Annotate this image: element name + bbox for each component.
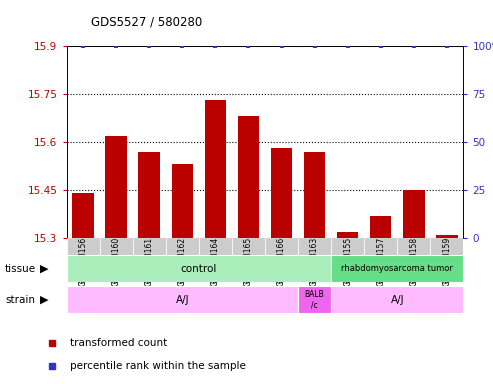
- Bar: [331, 255, 463, 282]
- Bar: [139, 152, 160, 238]
- Text: GDS5527 / 580280: GDS5527 / 580280: [91, 16, 203, 29]
- Bar: [397, 238, 430, 282]
- Bar: [67, 286, 298, 313]
- Text: GSM738160: GSM738160: [111, 237, 121, 283]
- Text: GSM738166: GSM738166: [277, 237, 286, 283]
- Bar: [298, 238, 331, 282]
- Text: control: control: [180, 264, 217, 274]
- Text: GSM738161: GSM738161: [145, 237, 154, 283]
- Bar: [331, 286, 463, 313]
- Bar: [199, 238, 232, 282]
- Bar: [265, 238, 298, 282]
- Bar: [337, 232, 358, 238]
- Bar: [72, 193, 94, 238]
- Text: GSM738162: GSM738162: [178, 237, 187, 283]
- Text: A/J: A/J: [390, 295, 404, 305]
- Text: rhabdomyosarcoma tumor: rhabdomyosarcoma tumor: [341, 264, 453, 273]
- Bar: [430, 238, 463, 282]
- Bar: [67, 238, 100, 282]
- Text: GSM738164: GSM738164: [211, 237, 220, 283]
- Bar: [133, 238, 166, 282]
- Text: ▶: ▶: [40, 295, 49, 305]
- Bar: [298, 286, 331, 313]
- Bar: [106, 136, 127, 238]
- Bar: [166, 238, 199, 282]
- Text: ▶: ▶: [40, 264, 49, 274]
- Text: strain: strain: [5, 295, 35, 305]
- Bar: [172, 164, 193, 238]
- Bar: [232, 238, 265, 282]
- Text: BALB
/c: BALB /c: [305, 290, 324, 309]
- Text: GSM738156: GSM738156: [78, 237, 88, 283]
- Text: transformed count: transformed count: [70, 338, 167, 348]
- Bar: [100, 238, 133, 282]
- Text: GSM738165: GSM738165: [244, 237, 253, 283]
- Bar: [238, 116, 259, 238]
- Bar: [436, 235, 458, 238]
- Text: GSM738158: GSM738158: [409, 237, 419, 283]
- Text: GSM738157: GSM738157: [376, 237, 385, 283]
- Text: A/J: A/J: [176, 295, 189, 305]
- Text: GSM738159: GSM738159: [442, 237, 452, 283]
- Bar: [331, 238, 364, 282]
- Text: GSM738163: GSM738163: [310, 237, 319, 283]
- Bar: [271, 149, 292, 238]
- Text: tissue: tissue: [5, 264, 36, 274]
- Bar: [67, 255, 331, 282]
- Text: percentile rank within the sample: percentile rank within the sample: [70, 361, 246, 371]
- Bar: [304, 152, 325, 238]
- Bar: [370, 216, 391, 238]
- Text: GSM738155: GSM738155: [343, 237, 352, 283]
- Bar: [205, 101, 226, 238]
- Bar: [403, 190, 424, 238]
- Bar: [364, 238, 397, 282]
